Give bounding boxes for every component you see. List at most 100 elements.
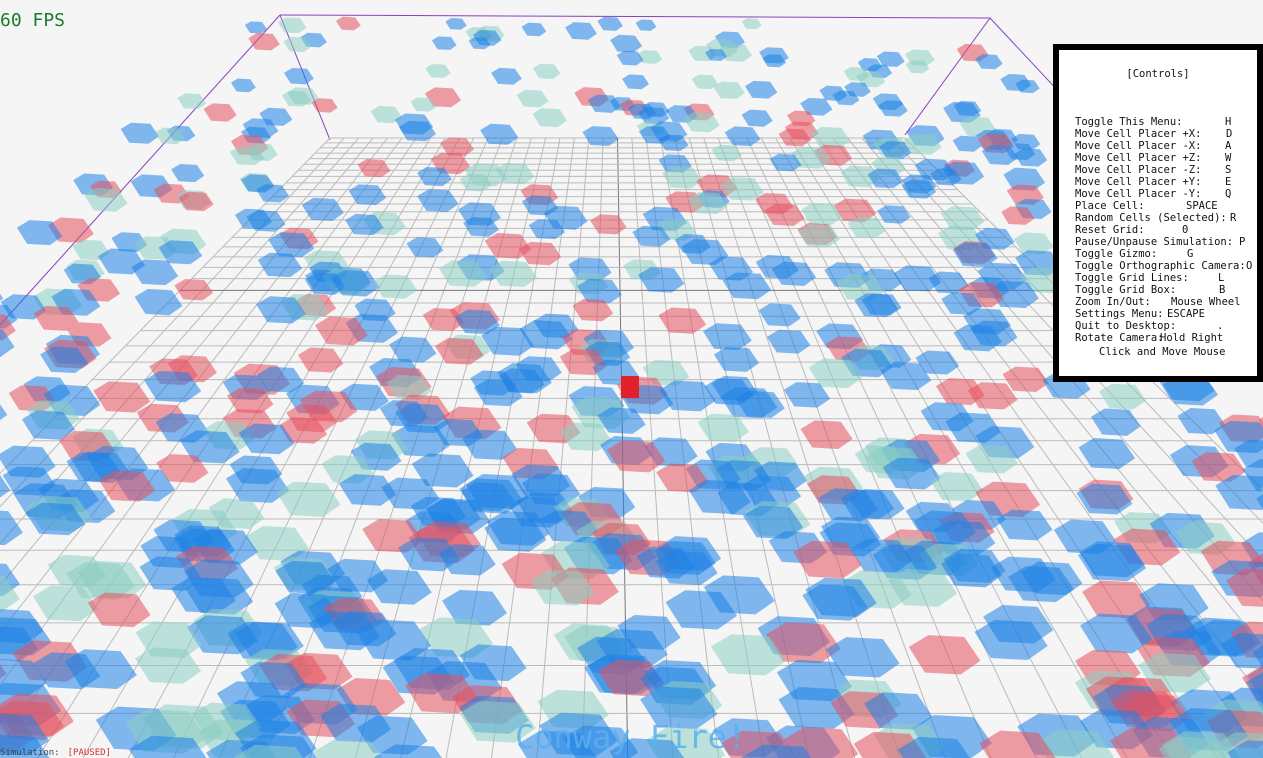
control-key: . (1217, 320, 1224, 332)
cell-cube (638, 267, 685, 293)
cell-cube (582, 126, 619, 147)
cell-cube (455, 309, 500, 335)
control-action: Move Cell Placer +Z: (1075, 152, 1202, 164)
cell-cube (681, 238, 729, 266)
cell-cube (473, 379, 523, 407)
control-row: Toggle This Menu: H (1075, 116, 1231, 128)
cell-cube (185, 577, 254, 615)
cell-cube (203, 103, 237, 122)
cell-cube (953, 324, 1003, 352)
cell-cube (847, 216, 886, 239)
cell-cube (374, 744, 442, 758)
cell-cube (854, 293, 899, 318)
cell-cube (238, 423, 295, 455)
cell-cube (370, 105, 403, 124)
cell-cube (98, 470, 156, 502)
cell-cube (662, 166, 702, 189)
cell-cube (915, 350, 960, 375)
cell-cube (817, 488, 878, 522)
control-action: Reset Grid: (1075, 224, 1145, 236)
cell-cube (878, 100, 908, 117)
cell-cube (154, 127, 185, 145)
cell-cube (459, 700, 536, 743)
cell-cube (597, 16, 623, 31)
cell-cube (0, 475, 11, 498)
cell-cube (880, 362, 932, 391)
cell-cube (134, 288, 183, 316)
control-action: Random Cells (Selected): (1075, 212, 1227, 224)
cell-cube (876, 51, 905, 67)
cell-cube (283, 36, 312, 52)
cell-cube (297, 347, 344, 373)
cell-cube (268, 232, 315, 258)
cell-cube (516, 89, 549, 108)
cell-cube (93, 381, 151, 413)
cell-cube (335, 16, 361, 31)
cell-cube (398, 537, 460, 572)
simulation-label: Simulation: (0, 748, 60, 758)
cell-cube (975, 54, 1003, 70)
cell-cube (718, 43, 753, 62)
cell-cube (811, 126, 851, 149)
cell-cube (744, 80, 778, 99)
cell-cube (572, 298, 614, 322)
cell-cube (1162, 375, 1219, 406)
control-action: Pause/Unpause Simulation: (1075, 236, 1234, 248)
cell-cube (877, 205, 911, 224)
cell-cube (559, 422, 612, 452)
cell-cube (703, 323, 752, 351)
cell-cube (610, 34, 643, 53)
cell-cube (1226, 568, 1263, 607)
control-action: Move Cell Placer +Y: (1075, 176, 1202, 188)
cell-cube (398, 120, 437, 142)
cell-cube (928, 271, 969, 294)
cell-cube (0, 510, 23, 546)
cell-cube (1001, 206, 1035, 225)
grid-box-edge (0, 14, 281, 326)
cell-cube (425, 64, 451, 78)
cell-cube (656, 463, 709, 493)
cell-cube (597, 407, 646, 434)
cell-cube (740, 744, 812, 758)
cell-cube (530, 569, 596, 606)
cell-cube (940, 206, 985, 231)
cell-cube (174, 279, 214, 301)
control-row: Pause/Unpause Simulation: P (1075, 236, 1245, 248)
cell-cube (801, 202, 843, 226)
cell-cube (996, 509, 1053, 541)
cell-cube (941, 292, 983, 315)
cell-cube (244, 21, 267, 34)
cell-cube (366, 569, 432, 605)
control-row: Move Cell Placer +Z: W (1075, 152, 1231, 164)
control-key: P (1239, 236, 1246, 248)
cell-cube (480, 123, 519, 145)
cell-cube (691, 74, 719, 90)
cell-cube (156, 454, 209, 483)
control-key: Mouse Wheel (1171, 296, 1241, 308)
cell-cube (713, 347, 760, 372)
cell-cube (348, 184, 387, 206)
control-action: Place Cell: (1075, 200, 1145, 212)
cell-cube (144, 370, 202, 403)
cell-cube (1177, 407, 1226, 435)
cell-cube (930, 472, 984, 502)
cell-cube (256, 184, 290, 203)
cell-cube (463, 216, 499, 237)
cell-cube (1014, 148, 1048, 167)
cell-cube (229, 146, 265, 166)
control-row: Place Cell: SPACE (1075, 200, 1218, 212)
cell-cube (120, 122, 160, 144)
cell-cube (315, 316, 368, 346)
control-key: Q (1225, 188, 1232, 200)
control-row: Zoom In/Out: Mouse Wheel (1075, 296, 1241, 308)
cell-cube (713, 81, 745, 99)
cell-cube (741, 18, 762, 30)
simulation-status: Simulation: [PAUSED] (0, 748, 111, 758)
cell-cube (424, 87, 462, 108)
cell-cube (808, 358, 863, 389)
cell-cube (345, 213, 384, 236)
cell-cube (659, 380, 716, 412)
cell-cube (491, 67, 522, 85)
